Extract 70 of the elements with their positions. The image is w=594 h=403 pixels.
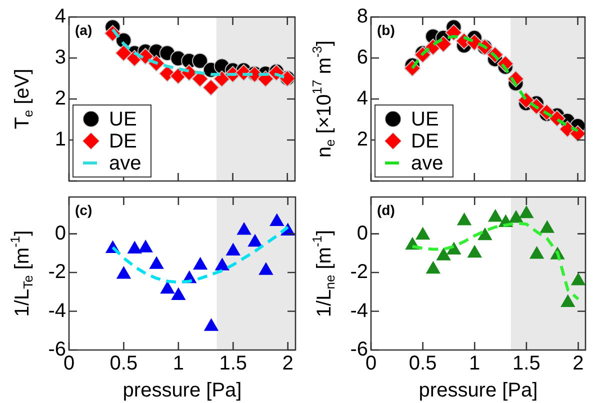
point xyxy=(426,261,440,274)
point xyxy=(150,256,164,269)
point xyxy=(436,248,451,260)
y-tick-label: -4 xyxy=(350,300,368,322)
y-tick-label: 4 xyxy=(356,88,368,110)
legend-label: DE xyxy=(109,130,137,153)
y-tick-label: 2 xyxy=(356,128,368,151)
point xyxy=(192,70,209,88)
x-tick-label: 1.5 xyxy=(512,352,540,375)
annotation: (a) xyxy=(75,22,92,38)
point xyxy=(138,240,153,252)
point xyxy=(540,220,554,233)
y-tick-label: 1 xyxy=(54,128,66,151)
point xyxy=(116,266,131,279)
point xyxy=(192,52,208,69)
y-axis-title: 1/Lne [m-1] xyxy=(310,230,338,318)
point xyxy=(509,210,524,223)
x-axis-title: pressure [Pa] xyxy=(418,380,538,402)
legend-label: ave xyxy=(411,152,444,175)
point xyxy=(571,273,586,286)
y-tick-label: 3 xyxy=(54,46,66,69)
point xyxy=(115,44,132,62)
legend-label: DE xyxy=(411,130,439,153)
point xyxy=(457,213,472,226)
y-axis-title: Te [eV] xyxy=(12,68,36,130)
point xyxy=(128,241,142,254)
point xyxy=(478,228,492,240)
x-tick-label: 2 xyxy=(282,352,294,375)
point xyxy=(569,125,585,142)
annotation: (b) xyxy=(377,22,395,38)
x-tick-label: 2 xyxy=(572,352,584,375)
y-tick-label: 4 xyxy=(54,6,66,28)
y-axis-title: 1/LTe [m-1] xyxy=(8,230,36,317)
point xyxy=(270,214,284,226)
legend-label: UE xyxy=(109,108,137,131)
annotation: (c) xyxy=(75,202,92,218)
x-tick-label: 0.5 xyxy=(110,352,138,375)
y-tick-label: 0 xyxy=(54,222,66,244)
point xyxy=(248,234,262,247)
y-tick-label: 2 xyxy=(54,88,66,110)
point xyxy=(468,245,482,258)
point xyxy=(258,262,273,275)
point xyxy=(202,79,220,96)
point xyxy=(193,257,208,270)
x-tick-label: 1.5 xyxy=(219,352,248,375)
annotation: (d) xyxy=(377,202,395,218)
point xyxy=(237,222,252,235)
x-tick-label: 1 xyxy=(172,352,184,375)
point xyxy=(560,294,575,307)
y-tick-label: 0 xyxy=(356,222,368,244)
point xyxy=(204,318,218,331)
point xyxy=(160,281,174,294)
point xyxy=(171,288,186,300)
point xyxy=(215,258,230,270)
y-tick-label: -2 xyxy=(48,261,66,284)
y-tick-label: -4 xyxy=(48,300,66,322)
y-tick-label: 6 xyxy=(356,46,368,69)
x-axis-title: pressure [Pa] xyxy=(122,380,242,402)
x-tick-label: 0.5 xyxy=(408,352,437,375)
y-axis-title: ne [×1017 m-3] xyxy=(310,40,338,158)
legend-label: UE xyxy=(411,108,439,131)
y-tick-label: -2 xyxy=(350,261,368,284)
point xyxy=(488,210,502,222)
x-tick-label: 1 xyxy=(469,352,480,375)
legend-label: ave xyxy=(109,152,142,175)
y-tick-label: 8 xyxy=(356,6,368,28)
point xyxy=(530,246,544,259)
point xyxy=(416,227,430,240)
point xyxy=(226,243,240,256)
point xyxy=(519,206,534,218)
